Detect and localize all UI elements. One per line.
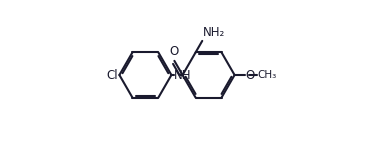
- Text: NH₂: NH₂: [203, 26, 225, 39]
- Text: CH₃: CH₃: [257, 70, 277, 80]
- Text: Cl: Cl: [107, 69, 118, 81]
- Text: NH: NH: [174, 69, 192, 81]
- Text: O: O: [170, 45, 179, 58]
- Text: O: O: [245, 69, 255, 81]
